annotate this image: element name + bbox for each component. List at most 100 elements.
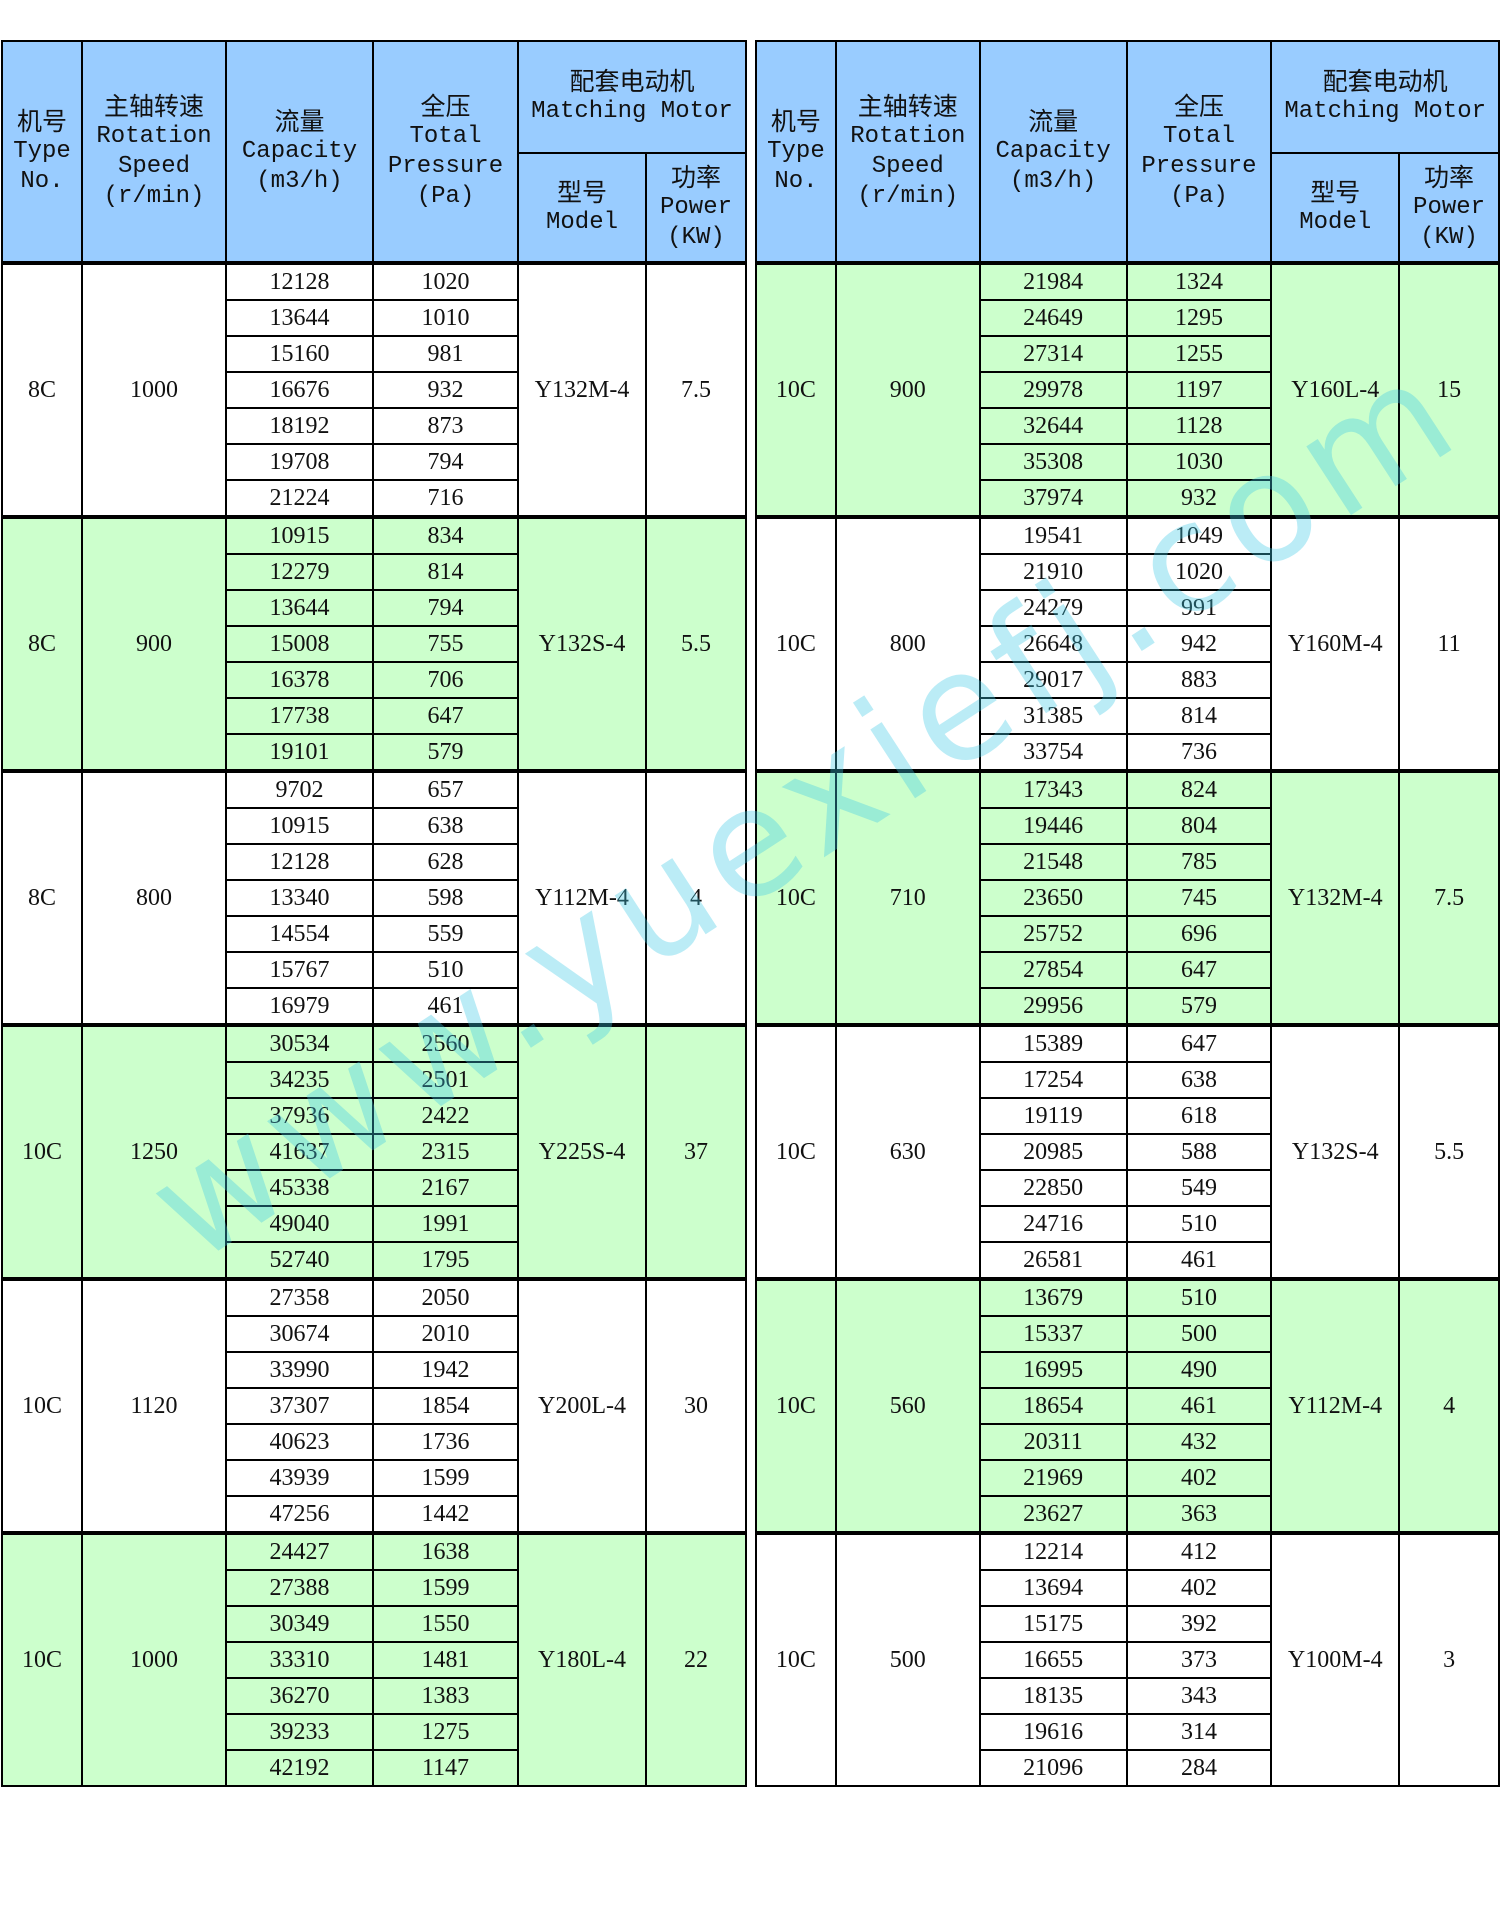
motor-model-cell: Y132M-4 xyxy=(517,261,647,518)
header-type-no-line: No. xyxy=(774,167,818,195)
motor-model-cell: Y200L-4 xyxy=(517,1277,647,1534)
table-row: 15160 981 xyxy=(2,335,746,373)
table-row: 16655 373 xyxy=(756,1641,1499,1679)
pressure-cell: 873 xyxy=(372,407,519,445)
capacity-cell: 10915 xyxy=(225,807,374,845)
motor-power-cell: 7.5 xyxy=(1398,769,1500,1026)
capacity-cell: 16995 xyxy=(978,1351,1128,1389)
capacity-cell: 19616 xyxy=(978,1713,1128,1751)
capacity-cell: 40623 xyxy=(225,1423,374,1461)
header-power-line: (KW) xyxy=(667,223,725,251)
capacity-cell: 24649 xyxy=(978,299,1128,337)
pressure-cell: 755 xyxy=(372,625,519,663)
capacity-cell: 19101 xyxy=(225,733,374,772)
header-power-line: 功率 xyxy=(1424,162,1475,192)
rotation-speed-cell: 900 xyxy=(834,261,981,518)
pressure-cell: 432 xyxy=(1125,1423,1273,1461)
header-power-line: Power xyxy=(1413,193,1486,221)
pressure-cell: 490 xyxy=(1125,1351,1273,1389)
header-power-line: (KW) xyxy=(1420,223,1478,251)
header-rotation-speed-line: Speed xyxy=(871,152,944,180)
pressure-cell: 510 xyxy=(372,951,519,989)
table-row: 33990 1942 xyxy=(2,1351,746,1389)
capacity-cell: 36270 xyxy=(225,1677,374,1715)
capacity-cell: 12279 xyxy=(225,553,374,591)
table-row: 35308 1030 xyxy=(756,443,1499,481)
capacity-cell: 12128 xyxy=(225,843,374,881)
table-row: 24279 991 xyxy=(756,589,1499,627)
capacity-cell: 42192 xyxy=(225,1749,374,1787)
rotation-speed-cell: 900 xyxy=(81,515,227,772)
type-no-cell: 8C xyxy=(1,261,83,518)
pressure-cell: 1795 xyxy=(372,1241,519,1280)
header-row: 型号 Model 功率 Power (KW) xyxy=(2,152,747,264)
header-matching-motor: 配套电动机 Matching Motor xyxy=(517,40,747,154)
motor-power-cell: 5.5 xyxy=(1398,1023,1500,1280)
header-model-line: Model xyxy=(1299,208,1372,236)
pressure-cell: 824 xyxy=(1125,769,1273,809)
capacity-cell: 33754 xyxy=(978,733,1128,772)
motor-power-cell: 30 xyxy=(645,1277,747,1534)
motor-power-cell: 7.5 xyxy=(645,261,747,518)
capacity-cell: 41637 xyxy=(225,1133,374,1171)
header-rotation-speed-line: Rotation xyxy=(96,122,212,150)
capacity-cell: 37974 xyxy=(978,479,1128,518)
motor-power-cell: 22 xyxy=(645,1531,747,1787)
header-total-pressure-line: 全压 xyxy=(420,91,471,121)
table-row: 30674 2010 xyxy=(2,1315,746,1353)
capacity-cell: 13644 xyxy=(225,589,374,627)
pressure-cell: 834 xyxy=(372,515,519,555)
capacity-cell: 17254 xyxy=(978,1061,1128,1099)
header-row: 机号 Type No. 主轴转速 Rotation Speed (r/min) 流量 Capac… xyxy=(755,40,1500,264)
header-total-pressure-line: Pressure xyxy=(387,152,504,180)
pressure-cell: 814 xyxy=(1125,697,1273,735)
pressure-cell: 549 xyxy=(1125,1169,1273,1207)
table-row: 34235 2501 xyxy=(2,1061,746,1099)
capacity-cell: 43939 xyxy=(225,1459,374,1497)
table-row: 8C 800 9702 657 Y112M-4 4 xyxy=(1,769,747,1026)
table-row: 12128 628 xyxy=(2,843,746,881)
header-total-pressure-line: Pressure xyxy=(1141,152,1257,180)
table-row: 25752 696 xyxy=(756,915,1499,953)
motor-model-cell: Y180L-4 xyxy=(517,1531,647,1787)
table-row: 31385 814 xyxy=(756,697,1499,735)
pressure-cell: 2422 xyxy=(372,1097,519,1135)
capacity-cell: 31385 xyxy=(978,697,1128,735)
rotation-speed-cell: 630 xyxy=(834,1023,981,1280)
motor-model-cell: Y132S-4 xyxy=(517,515,647,772)
table-row: 37936 2422 xyxy=(2,1097,746,1135)
capacity-cell: 15175 xyxy=(978,1605,1128,1643)
table-row: 36270 1383 xyxy=(2,1677,746,1715)
motor-power-cell: 5.5 xyxy=(645,515,747,772)
rotation-speed-cell: 1250 xyxy=(81,1023,227,1280)
table-row: 19708 794 xyxy=(2,443,746,481)
capacity-cell: 15160 xyxy=(225,335,374,373)
pressure-cell: 628 xyxy=(372,843,519,881)
table-row: 19616 314 xyxy=(756,1713,1499,1751)
header-type-no-line: Type xyxy=(13,137,71,165)
table-row: 23650 745 xyxy=(756,879,1499,917)
header-type-no-line: 机号 xyxy=(770,106,821,136)
table-row: 16378 706 xyxy=(2,661,746,699)
table-row: 10C 1120 27358 2050 Y200L-4 30 xyxy=(1,1277,747,1534)
table-row: 8C 1000 12128 1020 Y132M-4 7.5 xyxy=(1,261,747,518)
capacity-cell: 18654 xyxy=(978,1387,1128,1425)
pressure-cell: 343 xyxy=(1125,1677,1273,1715)
table-row: 39233 1275 xyxy=(2,1713,746,1751)
header-capacity: 流量 Capacity (m3/h) xyxy=(225,40,374,264)
capacity-cell: 26581 xyxy=(978,1241,1128,1280)
table-row: 18192 873 xyxy=(2,407,746,445)
table-row: 17254 638 xyxy=(756,1061,1499,1099)
table-row: 10C 900 21984 1324 Y160L-4 15 xyxy=(755,261,1500,518)
header-type-no-line: No. xyxy=(20,167,64,195)
pressure-cell: 1481 xyxy=(372,1641,519,1679)
header-type-no-line: Type xyxy=(767,137,825,165)
header-capacity-line: 流量 xyxy=(1028,106,1079,136)
pressure-cell: 2315 xyxy=(372,1133,519,1171)
pressure-cell: 392 xyxy=(1125,1605,1273,1643)
table-row: 17738 647 xyxy=(2,697,746,735)
header-total-pressure-line: Total xyxy=(409,122,482,150)
rotation-speed-cell: 1120 xyxy=(81,1277,227,1534)
header-power-line: 功率 xyxy=(670,162,721,192)
pressure-cell: 647 xyxy=(1125,1023,1273,1063)
